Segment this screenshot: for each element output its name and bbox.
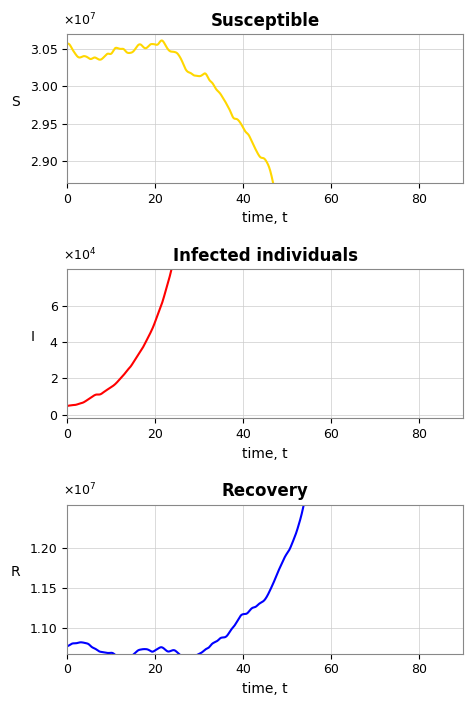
- Y-axis label: I: I: [31, 330, 35, 344]
- Text: $\times10^7$: $\times10^7$: [64, 11, 97, 28]
- Y-axis label: S: S: [11, 95, 20, 109]
- Text: $\times10^7$: $\times10^7$: [64, 482, 97, 498]
- Title: Susceptible: Susceptible: [210, 12, 319, 30]
- X-axis label: time, t: time, t: [242, 211, 288, 226]
- Title: Infected individuals: Infected individuals: [173, 247, 357, 265]
- Title: Recovery: Recovery: [222, 482, 309, 500]
- Y-axis label: R: R: [11, 565, 21, 579]
- Text: $\times10^4$: $\times10^4$: [64, 247, 97, 263]
- X-axis label: time, t: time, t: [242, 682, 288, 696]
- X-axis label: time, t: time, t: [242, 447, 288, 461]
